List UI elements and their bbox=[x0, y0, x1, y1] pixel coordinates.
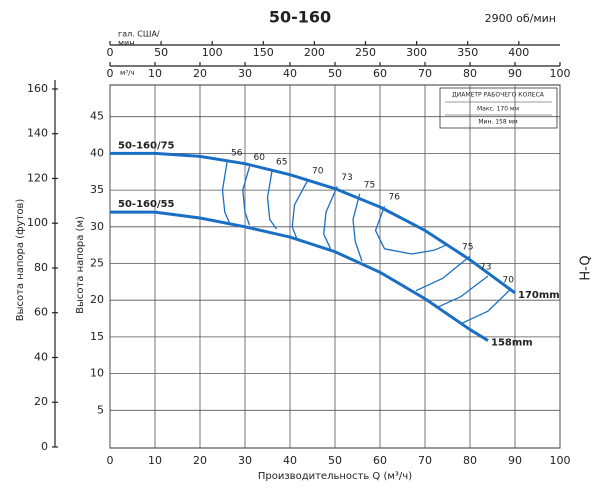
efficiency-label: 60 bbox=[254, 153, 266, 163]
y-tick-label: 25 bbox=[90, 257, 104, 270]
efficiency-line bbox=[374, 206, 448, 255]
diameter-box: ДИАМЕТР РАБОЧЕГО КОЛЕСА Макс. 170 мм Мин… bbox=[439, 87, 558, 129]
x-tick-label: 100 bbox=[550, 454, 571, 467]
box bbox=[439, 87, 558, 129]
efficiency-label: 56 bbox=[231, 149, 243, 159]
gpm-tick-label: 350 bbox=[457, 46, 478, 59]
gpm-tick-label: 50 bbox=[154, 46, 168, 59]
y-tick-label: 30 bbox=[90, 220, 104, 233]
efficiency-label: 75 bbox=[462, 243, 473, 253]
x-axis-label: Производительность Q (м³/ч) bbox=[258, 471, 412, 482]
top-tick-label: 60 bbox=[373, 67, 387, 80]
ft-tick-label: 80 bbox=[34, 261, 48, 274]
ft-tick-label: 0 bbox=[41, 440, 48, 453]
efficiency-line bbox=[323, 186, 489, 308]
top-tick-label: 80 bbox=[463, 67, 477, 80]
y-tick-label: 35 bbox=[90, 183, 104, 196]
x-tick-label: 40 bbox=[283, 454, 297, 467]
ft-tick-label: 100 bbox=[27, 216, 48, 229]
hq-curve bbox=[110, 151, 516, 295]
y-tick-label: 20 bbox=[90, 293, 104, 306]
efficiency-line bbox=[352, 193, 471, 292]
hq-curve bbox=[110, 210, 489, 342]
efficiency-line bbox=[291, 179, 511, 325]
efficiency-label: 73 bbox=[341, 173, 352, 183]
ft-tick-label: 20 bbox=[34, 395, 48, 408]
curve-label: 50-160/55 bbox=[118, 199, 175, 210]
rpm: 2900 об/мин bbox=[485, 12, 556, 25]
curve-end-label: 170mm bbox=[518, 290, 560, 301]
ft-tick-label: 60 bbox=[34, 306, 48, 319]
top-tick-label: 90 bbox=[508, 67, 522, 80]
box-title: ДИАМЕТР РАБОЧЕГО КОЛЕСА bbox=[452, 92, 545, 99]
ft-tick-label: 140 bbox=[27, 127, 48, 140]
top-tick-label: 10 bbox=[148, 67, 162, 80]
gpm-tick-label: 200 bbox=[304, 46, 325, 59]
efficiency-line bbox=[266, 170, 278, 230]
y-tick-label: 40 bbox=[90, 146, 104, 159]
top-tick-label: 40 bbox=[283, 67, 297, 80]
box-min: Мин. 158 мм bbox=[478, 119, 517, 126]
gpm-tick-label: 400 bbox=[508, 46, 529, 59]
top-tick-label: 100 bbox=[550, 67, 571, 80]
chart-title: 50-160 bbox=[269, 8, 331, 27]
y-axis-label: Высота напора (м) bbox=[75, 216, 86, 314]
y-ft-axis-label: Высота напора (футов) bbox=[15, 199, 26, 322]
gpm-tick-label: 250 bbox=[355, 46, 376, 59]
top-tick-label: 20 bbox=[193, 67, 207, 80]
efficiency-label: 76 bbox=[389, 193, 401, 203]
top-tick-label: 70 bbox=[418, 67, 432, 80]
ft-tick-label: 160 bbox=[27, 82, 48, 95]
curve-label: 50-160/75 bbox=[118, 140, 175, 151]
ft-tick-label: 40 bbox=[34, 350, 48, 363]
efficiency-line bbox=[242, 166, 251, 226]
x-tick-label: 0 bbox=[107, 454, 114, 467]
y-tick-label: 45 bbox=[90, 110, 104, 123]
gpm-tick-label: 150 bbox=[253, 46, 274, 59]
ft-tick-label: 120 bbox=[27, 171, 48, 184]
x-tick-label: 70 bbox=[418, 454, 432, 467]
x-tick-label: 30 bbox=[238, 454, 252, 467]
efficiency-label: 70 bbox=[503, 276, 515, 286]
top-tick-label: 30 bbox=[238, 67, 252, 80]
y-tick-label: 15 bbox=[90, 330, 104, 343]
x-tick-label: 50 bbox=[328, 454, 342, 467]
efficiency-label: 65 bbox=[276, 158, 287, 168]
gpm-label: мин bbox=[118, 39, 134, 48]
efficiency-label: 73 bbox=[480, 262, 491, 272]
gpm-tick-label: 0 bbox=[107, 46, 114, 59]
x-tick-label: 80 bbox=[463, 454, 477, 467]
box-max: Макс. 170 мм bbox=[477, 106, 519, 113]
y-tick-label: 5 bbox=[97, 403, 104, 416]
efficiency-label: 75 bbox=[364, 180, 375, 190]
curve-end-label: 158mm bbox=[491, 338, 533, 349]
x-tick-label: 20 bbox=[193, 454, 207, 467]
top-tick-label: 0 bbox=[107, 67, 114, 80]
top-tick-label: 50 bbox=[328, 67, 342, 80]
m3-label: м³/ч bbox=[120, 69, 135, 77]
x-tick-label: 10 bbox=[148, 454, 162, 467]
efficiency-label: 70 bbox=[312, 166, 324, 176]
efficiency-line bbox=[221, 162, 230, 223]
gpm-tick-label: 300 bbox=[406, 46, 427, 59]
x-tick-label: 60 bbox=[373, 454, 387, 467]
gpm-label: гал. США/ bbox=[118, 30, 160, 39]
y-tick-label: 10 bbox=[90, 367, 104, 380]
gpm-tick-label: 100 bbox=[202, 46, 223, 59]
side-label: H-Q bbox=[579, 255, 594, 280]
x-tick-label: 90 bbox=[508, 454, 522, 467]
